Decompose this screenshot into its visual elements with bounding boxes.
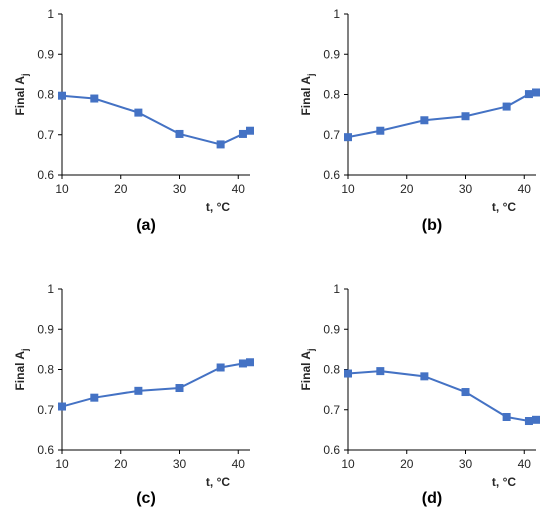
series-line xyxy=(61,94,251,146)
panel-label: (d) xyxy=(422,490,442,507)
y-axis-title-subscript: j xyxy=(20,348,30,352)
x-axis-title: t, °C xyxy=(492,475,516,489)
data-point xyxy=(216,140,225,149)
data-point xyxy=(524,90,533,99)
y-axis-title: Final Aj xyxy=(13,348,30,390)
y-tick-label: 0.8 xyxy=(37,88,54,102)
y-axis-title-main: Final A xyxy=(13,76,27,116)
x-tick-label: 30 xyxy=(173,182,187,196)
x-tick-label: 20 xyxy=(114,182,128,196)
y-axis-title: Final Aj xyxy=(13,73,30,115)
x-tick-label: 10 xyxy=(341,457,355,471)
y-tick-label: 0.9 xyxy=(323,47,340,61)
data-point xyxy=(90,94,99,103)
y-tick-label: 0.6 xyxy=(37,168,54,182)
data-point xyxy=(238,359,247,368)
data-point xyxy=(461,388,470,397)
y-tick-label: 0.7 xyxy=(323,128,340,142)
y-tick-label: 0.6 xyxy=(323,168,340,182)
data-point xyxy=(175,384,184,393)
panel-label: (b) xyxy=(422,217,442,234)
data-point xyxy=(134,108,143,117)
x-tick-label: 30 xyxy=(459,182,473,196)
y-tick-label: 1 xyxy=(47,7,54,21)
chart-panel: 0.6 0.7 0.8 0.9 1 10 20 30 40 Final Aj t, °C (d) xyxy=(299,282,540,507)
x-tick-label: 20 xyxy=(400,182,414,196)
x-tick-label: 40 xyxy=(518,182,532,196)
x-tick-label: 20 xyxy=(400,457,414,471)
data-point xyxy=(58,91,66,100)
data-point xyxy=(90,393,99,402)
y-tick-label: 0.8 xyxy=(37,363,54,377)
x-tick-label: 30 xyxy=(173,457,187,471)
y-axis-title-main: Final A xyxy=(299,76,313,116)
data-point xyxy=(532,415,540,424)
panel-label: (c) xyxy=(136,490,156,507)
y-axis-title-main: Final A xyxy=(299,351,313,391)
chart-panel: 0.6 0.7 0.8 0.9 1 10 20 30 40 Final Aj t, °C (c) xyxy=(13,282,254,507)
y-tick-label: 1 xyxy=(333,282,340,296)
x-tick-label: 40 xyxy=(518,457,532,471)
data-point xyxy=(344,133,352,142)
y-axis-title-subscript: j xyxy=(20,73,30,77)
data-point xyxy=(246,358,254,367)
y-tick-label: 1 xyxy=(333,7,340,21)
data-point xyxy=(532,88,540,97)
data-point xyxy=(420,372,429,381)
data-point xyxy=(524,417,533,426)
y-tick-label: 0.7 xyxy=(37,403,54,417)
data-point xyxy=(134,386,143,395)
x-axis-title: t, °C xyxy=(492,200,516,214)
x-tick-label: 20 xyxy=(114,457,128,471)
data-point xyxy=(502,102,511,111)
y-axis-title-subscript: j xyxy=(306,348,316,352)
y-axis-title-subscript: j xyxy=(306,73,316,77)
y-tick-label: 0.6 xyxy=(37,443,54,457)
y-axis-title-main: Final A xyxy=(13,351,27,391)
data-point xyxy=(502,412,511,421)
x-tick-label: 10 xyxy=(55,182,69,196)
y-axis-title: Final Aj xyxy=(299,348,316,390)
x-axis-title: t, °C xyxy=(206,200,230,214)
data-point xyxy=(376,367,385,376)
y-tick-label: 0.8 xyxy=(323,88,340,102)
data-point xyxy=(344,369,352,378)
data-point xyxy=(58,402,66,411)
chart-panel: 0.6 0.7 0.8 0.9 1 10 20 30 40 Final Aj t, °C (b) xyxy=(299,7,540,234)
data-point xyxy=(461,112,470,121)
panel-label: (a) xyxy=(136,217,156,234)
y-tick-label: 0.8 xyxy=(323,363,340,377)
data-point xyxy=(376,126,385,135)
x-tick-label: 40 xyxy=(232,182,246,196)
x-tick-label: 10 xyxy=(55,457,69,471)
data-point xyxy=(238,129,247,138)
data-point xyxy=(420,116,429,125)
y-tick-label: 0.6 xyxy=(323,443,340,457)
y-tick-label: 0.9 xyxy=(37,47,54,61)
y-tick-label: 1 xyxy=(47,282,54,296)
data-point xyxy=(216,363,225,372)
y-tick-label: 0.7 xyxy=(323,403,340,417)
x-tick-label: 30 xyxy=(459,457,473,471)
y-tick-label: 0.9 xyxy=(323,322,340,336)
x-tick-label: 10 xyxy=(341,182,355,196)
y-axis-title: Final Aj xyxy=(299,73,316,115)
data-point xyxy=(246,126,254,135)
chart-panel: 0.6 0.7 0.8 0.9 1 10 20 30 40 Final Aj t, °C (a) xyxy=(13,7,254,234)
x-axis-title: t, °C xyxy=(206,475,230,489)
x-tick-label: 40 xyxy=(232,457,246,471)
y-tick-label: 0.9 xyxy=(37,322,54,336)
data-point xyxy=(175,129,184,138)
y-tick-label: 0.7 xyxy=(37,128,54,142)
series-line xyxy=(347,91,537,139)
